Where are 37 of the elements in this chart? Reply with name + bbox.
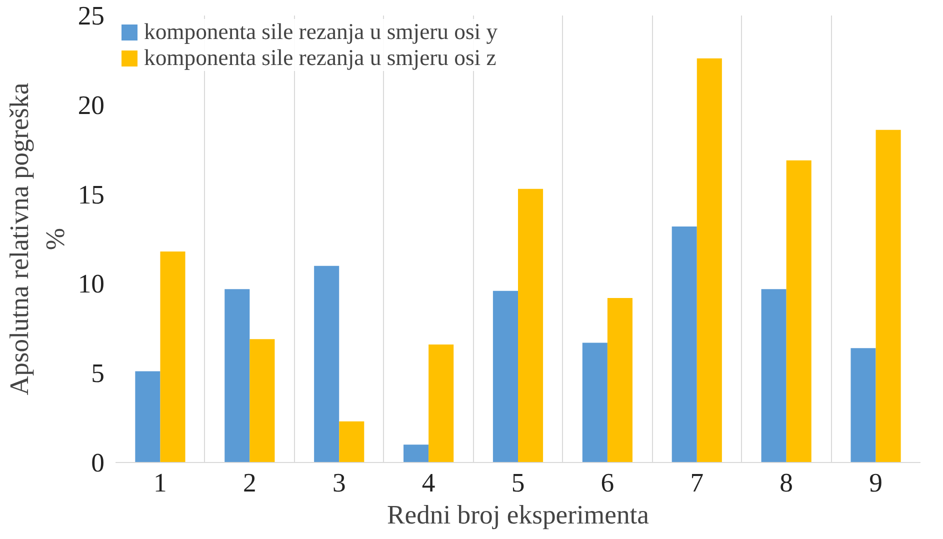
x-tick-label: 7	[690, 468, 704, 498]
x-tick-label: 6	[600, 468, 614, 498]
bar	[876, 130, 901, 462]
y-tick-label: 15	[78, 179, 104, 210]
bar	[314, 266, 340, 462]
x-tick-label: 1	[154, 468, 167, 498]
x-axis-title: Redni broj eksperimenta	[386, 500, 650, 530]
bar	[761, 289, 786, 462]
bar	[696, 58, 722, 462]
bar	[160, 252, 186, 462]
y-tick-label: 25	[78, 0, 104, 30]
x-tick-label: 9	[869, 468, 882, 498]
bar	[224, 289, 250, 462]
x-tick-label: 8	[780, 468, 793, 498]
bar	[850, 348, 876, 462]
y-tick-label: 0	[91, 448, 104, 478]
bar	[428, 344, 454, 462]
x-tick-label: 3	[332, 468, 346, 498]
x-tick-label: 2	[243, 468, 256, 498]
bar	[786, 160, 812, 462]
legend-label: komponenta sile rezanja u smjeru osi z	[144, 45, 496, 71]
x-tick-label: 5	[511, 468, 525, 498]
bar	[607, 298, 632, 462]
x-tick-label: 4	[422, 468, 436, 498]
bar	[250, 339, 275, 462]
legend-label: komponenta sile rezanja u smjeru osi y	[144, 19, 498, 45]
bar	[582, 342, 608, 462]
y-tick-label: 5	[91, 358, 104, 388]
bar	[135, 371, 160, 462]
y-axis-title: Apsolutna relativna pogreška %	[4, 82, 70, 396]
bar	[492, 290, 518, 462]
bar	[339, 421, 364, 462]
y-tick-label: 10	[78, 268, 104, 299]
bar	[672, 226, 697, 462]
bar	[404, 444, 429, 462]
y-tick-label: 20	[78, 90, 104, 120]
bar	[518, 188, 544, 462]
